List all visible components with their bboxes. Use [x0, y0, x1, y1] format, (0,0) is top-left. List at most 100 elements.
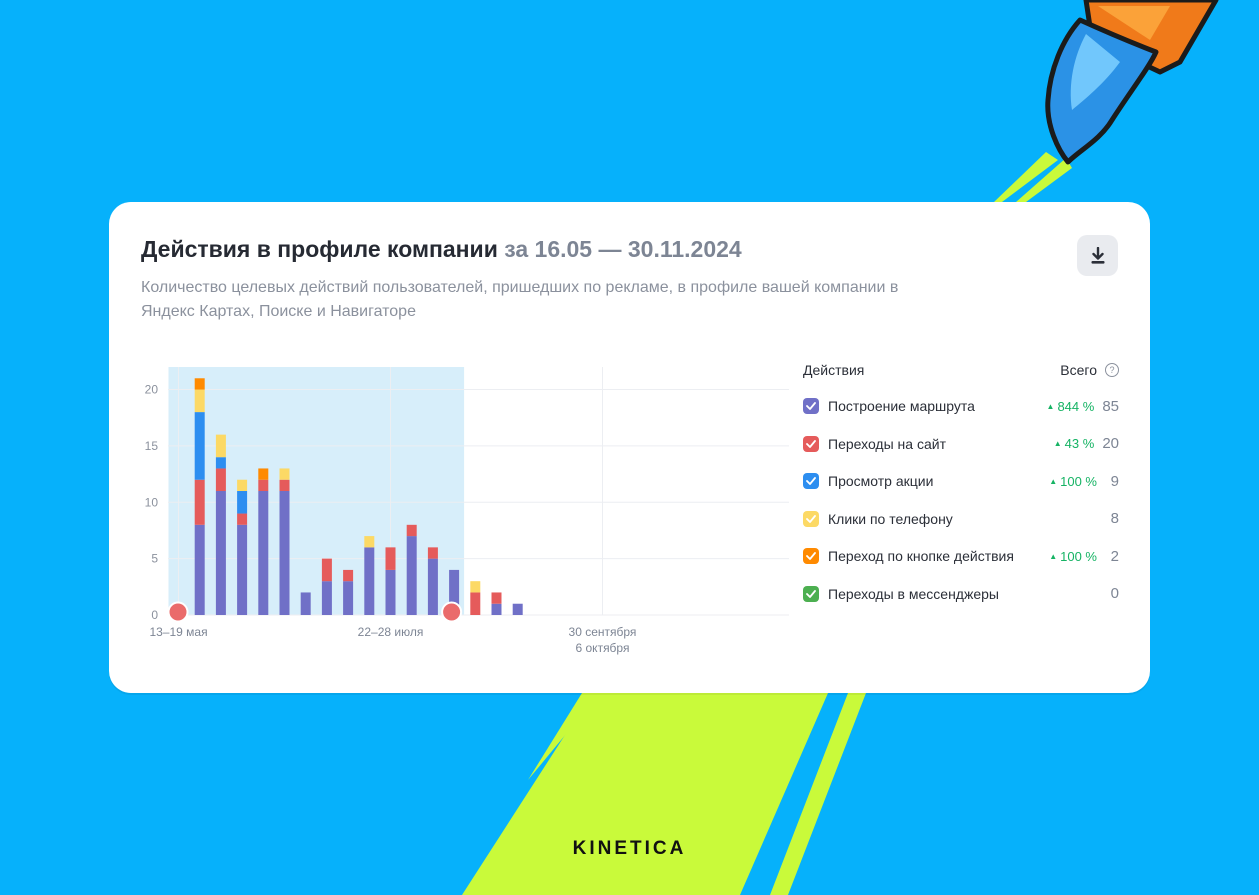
bar-segment[interactable]: [491, 603, 502, 615]
checkbox-icon[interactable]: [803, 548, 819, 564]
bar-segment[interactable]: [258, 468, 269, 480]
selected-range[interactable]: [168, 367, 465, 615]
bar-segment[interactable]: [194, 524, 205, 615]
legend-item[interactable]: Построение маршрута ▲ 844 % 85: [803, 396, 1119, 416]
legend-item-label: Переходы на сайт: [828, 435, 946, 452]
x-tick-label: 13–19 мая: [149, 625, 207, 639]
range-end-handle[interactable]: [441, 601, 463, 623]
bar-segment[interactable]: [194, 412, 205, 480]
card-period: за 16.05 — 30.11.2024: [504, 236, 742, 262]
bar-segment[interactable]: [385, 547, 396, 570]
range-start-handle[interactable]: [167, 601, 189, 623]
bar-segment[interactable]: [237, 513, 248, 525]
download-icon: [1091, 246, 1104, 264]
legend-item-change: ▲ 43 %: [1054, 436, 1095, 451]
bar-segment[interactable]: [279, 468, 290, 480]
bar-segment[interactable]: [343, 569, 354, 582]
y-tick-label: 5: [151, 552, 158, 566]
legend-item-change: ▲ 100 %: [1049, 549, 1097, 564]
download-button[interactable]: [1077, 235, 1118, 276]
legend-item[interactable]: Переходы на сайт ▲ 43 % 20: [803, 434, 1119, 454]
legend-header: Действия Всего ?: [803, 360, 1119, 380]
brand-logo: KINETICA: [572, 838, 687, 859]
x-tick-sublabel: 6 октября: [576, 641, 630, 655]
light-beam-left: [994, 152, 1058, 202]
legend-total-label: Всего: [1060, 362, 1097, 378]
y-tick-label: 10: [145, 495, 159, 509]
bar-segment[interactable]: [194, 378, 205, 390]
chart-legend: Действия Всего ? Построение маршрута ▲ 844…: [803, 360, 1119, 602]
bar-segment[interactable]: [194, 389, 205, 413]
bar-segment[interactable]: [427, 558, 438, 615]
light-beam-thin-left: [528, 693, 600, 780]
bar-segment[interactable]: [364, 536, 375, 548]
legend-item-change: ▲ 100 %: [1049, 474, 1097, 489]
help-icon[interactable]: ?: [1105, 363, 1119, 377]
y-tick-label: 20: [145, 383, 159, 397]
legend-item-total: 2: [1110, 547, 1119, 565]
triangle-up-icon: ▲: [1046, 401, 1055, 411]
bar-segment[interactable]: [512, 603, 523, 615]
bar-segment[interactable]: [279, 479, 290, 491]
light-beam-thin-right: [770, 693, 866, 895]
x-tick-label: 30 сентября: [569, 625, 637, 639]
bar-segment[interactable]: [194, 479, 205, 525]
bar-segment[interactable]: [215, 468, 226, 491]
legend-header-label: Действия: [803, 362, 865, 378]
bar-segment[interactable]: [321, 558, 332, 582]
bar-segment[interactable]: [406, 536, 417, 615]
bar-segment[interactable]: [258, 479, 269, 491]
triangle-up-icon: ▲: [1049, 476, 1058, 486]
legend-item-total: 9: [1110, 472, 1119, 490]
legend-item-change-value: 100 %: [1060, 473, 1097, 489]
checkbox-icon[interactable]: [803, 585, 819, 602]
checkbox-icon[interactable]: [803, 435, 819, 452]
legend-item[interactable]: Переходы в мессенджеры 0: [803, 584, 1119, 604]
bar-segment[interactable]: [470, 581, 481, 593]
triangle-up-icon: ▲: [1049, 551, 1058, 561]
bar-segment[interactable]: [343, 581, 354, 615]
bar-segment[interactable]: [237, 491, 248, 514]
checkbox-icon[interactable]: [803, 398, 819, 414]
bar-segment[interactable]: [449, 569, 460, 615]
bar-segment[interactable]: [237, 479, 248, 491]
bar-segment[interactable]: [385, 569, 396, 615]
x-tick-label: 22–28 июля: [358, 625, 424, 639]
bar-segment[interactable]: [300, 592, 311, 615]
bar-segment[interactable]: [258, 491, 269, 615]
legend-item-change-value: 43 %: [1064, 436, 1095, 451]
legend-item-total: 85: [1102, 397, 1119, 415]
card-title-text: Действия в профиле компании: [141, 236, 498, 262]
legend-item-change: ▲ 844 %: [1047, 399, 1095, 414]
legend-item[interactable]: Клики по телефону 8: [803, 509, 1119, 529]
legend-item-label: Переход по кнопке действия: [828, 548, 1014, 564]
bar-segment[interactable]: [237, 524, 248, 615]
bar-segment[interactable]: [364, 547, 375, 615]
bar-segment[interactable]: [215, 457, 226, 469]
legend-item-change-value: 100 %: [1060, 548, 1097, 564]
legend-item-total: 8: [1110, 510, 1119, 527]
bar-segment[interactable]: [427, 547, 438, 559]
rocket-icon: [1045, 0, 1219, 165]
legend-item-label: Переходы в мессенджеры: [828, 585, 999, 602]
bar-segment[interactable]: [321, 581, 332, 615]
bar-segment[interactable]: [470, 592, 481, 615]
legend-item-label: Построение маршрута: [828, 398, 975, 414]
legend-item[interactable]: Просмотр акции ▲ 100 % 9: [803, 471, 1119, 491]
bar-segment[interactable]: [279, 491, 290, 615]
actions-card: Действия в профиле компании за 16.05 — 3…: [109, 202, 1150, 693]
checkbox-icon[interactable]: [803, 510, 819, 527]
y-tick-label: 15: [145, 439, 159, 453]
bar-segment[interactable]: [491, 592, 502, 604]
legend-item[interactable]: Переход по кнопке действия ▲ 100 % 2: [803, 546, 1119, 566]
legend-item-total: 20: [1102, 435, 1119, 452]
bar-segment[interactable]: [215, 434, 226, 458]
bar-segment[interactable]: [406, 524, 417, 537]
card-subtitle: Количество целевых действий пользователе…: [141, 279, 899, 320]
legend-item-change-value: 844 %: [1057, 398, 1095, 414]
legend-total-header: Всего ?: [1060, 362, 1119, 378]
checkbox-icon[interactable]: [803, 473, 819, 489]
bar-segment[interactable]: [215, 491, 226, 615]
